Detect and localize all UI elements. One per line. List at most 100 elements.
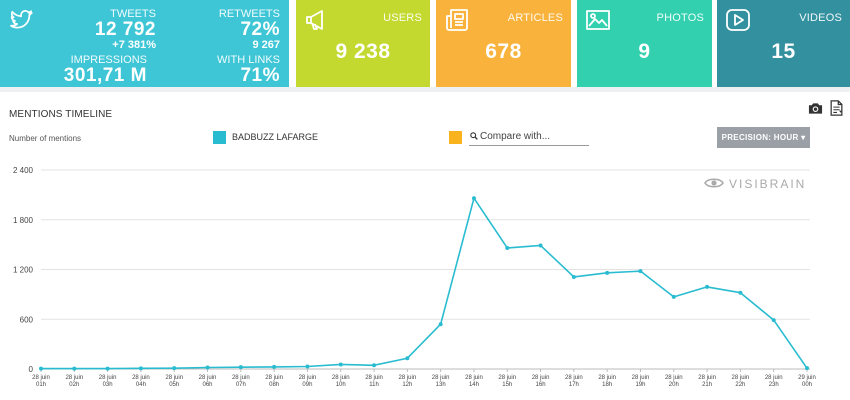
data-point — [105, 366, 110, 371]
retweets-count: 9 267 — [252, 39, 280, 51]
x-tick-label-hour: 19h — [635, 382, 645, 388]
impressions-value: 301,71 M — [63, 65, 147, 86]
y-tick-label: 1 200 — [13, 266, 34, 275]
photos-value: 9 — [638, 40, 651, 63]
x-tick-label-hour: 09h — [302, 382, 312, 388]
series-line — [41, 197, 808, 370]
x-tick-label-date: 28 juin — [165, 375, 183, 381]
x-tick-label-date: 28 juin — [232, 375, 250, 381]
section-title: MENTIONS TIMELINE — [9, 109, 113, 120]
x-tick-label-hour: 05h — [169, 382, 179, 388]
videos-value: 15 — [771, 40, 796, 63]
x-tick-label-date: 28 juin — [632, 375, 650, 381]
data-point — [72, 366, 77, 371]
x-tick-label-date: 29 juin — [798, 375, 816, 381]
links-stat: WITH LINKS 71% — [217, 54, 280, 85]
section-divider — [0, 87, 850, 92]
data-point — [471, 196, 476, 201]
newspaper-icon — [446, 9, 468, 31]
data-point — [372, 363, 377, 368]
articles-value: 678 — [485, 40, 522, 63]
eye-icon — [704, 178, 724, 188]
links-label: WITH LINKS — [217, 54, 280, 66]
x-tick-label-hour: 16h — [536, 382, 546, 388]
data-point — [738, 290, 743, 295]
x-tick-label-date: 28 juin — [765, 375, 783, 381]
data-point — [538, 243, 543, 248]
x-tick-label-date: 28 juin — [465, 375, 483, 381]
x-tick-label-hour: 14h — [469, 382, 479, 388]
tweets-value: 12 792 — [94, 19, 156, 40]
x-tick-label-hour: 12h — [402, 382, 412, 388]
x-tick-label-hour: 23h — [769, 382, 779, 388]
x-tick-label-hour: 04h — [136, 382, 146, 388]
data-point — [705, 284, 710, 289]
data-point — [138, 366, 143, 371]
x-tick-label-date: 28 juin — [65, 375, 83, 381]
videos-label: VIDEOS — [799, 12, 842, 24]
camera-icon[interactable] — [808, 100, 823, 116]
x-tick-label-hour: 03h — [103, 382, 113, 388]
x-tick-label-date: 28 juin — [32, 375, 50, 381]
x-tick-label-hour: 02h — [69, 382, 79, 388]
users-value: 9 238 — [335, 40, 391, 63]
articles-tile[interactable]: ARTICLES 678 — [436, 0, 571, 87]
x-tick-label-date: 28 juin — [698, 375, 716, 381]
x-tick-label-hour: 18h — [602, 382, 612, 388]
x-tick-label-date: 28 juin — [332, 375, 350, 381]
x-tick-label-hour: 01h — [36, 382, 46, 388]
stats-tiles: TWEETS 12 792 +7 381% RETWEETS 72% 9 267… — [0, 0, 850, 87]
x-tick-label-date: 28 juin — [532, 375, 550, 381]
data-point — [605, 270, 610, 275]
y-axis-title: Number of mentions — [9, 134, 82, 143]
data-point — [39, 366, 43, 371]
data-point — [438, 322, 443, 327]
x-tick-label-date: 28 juin — [399, 375, 417, 381]
data-point — [238, 365, 243, 370]
data-point — [405, 356, 410, 361]
x-tick-label-hour: 07h — [236, 382, 246, 388]
twitter-tile[interactable]: TWEETS 12 792 +7 381% RETWEETS 72% 9 267… — [0, 0, 289, 87]
data-point — [771, 318, 776, 323]
x-tick-label-date: 28 juin — [665, 375, 683, 381]
twitter-bird-icon — [10, 10, 33, 29]
legend-swatch[interactable] — [213, 131, 226, 144]
y-tick-label: 2 400 — [13, 166, 34, 175]
links-value: 71% — [240, 65, 280, 86]
precision-dropdown[interactable]: PRECISION: HOUR ▾ — [717, 127, 810, 148]
data-point — [571, 274, 576, 279]
compare-input[interactable] — [469, 128, 589, 146]
x-tick-label-hour: 17h — [569, 382, 579, 388]
legend-series-name[interactable]: BADBUZZ LAFARGE — [232, 132, 319, 142]
data-point — [338, 362, 343, 367]
x-tick-label-hour: 15h — [502, 382, 512, 388]
data-point — [638, 269, 643, 274]
x-tick-label-hour: 10h — [336, 382, 346, 388]
users-label: USERS — [383, 12, 422, 24]
retweets-value: 72% — [240, 19, 280, 40]
users-tile[interactable]: USERS 9 238 — [296, 0, 430, 87]
x-tick-label-hour: 08h — [269, 382, 279, 388]
tweets-label: TWEETS — [110, 8, 156, 20]
data-point — [805, 366, 809, 371]
tweets-stat: TWEETS 12 792 +7 381% — [95, 8, 156, 52]
play-icon — [726, 9, 750, 31]
photos-tile[interactable]: PHOTOS 9 — [577, 0, 712, 87]
impressions-stat: IMPRESSIONS 301,71 M — [64, 54, 147, 85]
watermark-text: VISIBRAIN — [729, 177, 807, 191]
x-tick-label-hour: 00h — [802, 382, 812, 388]
videos-tile[interactable]: VIDEOS 15 — [717, 0, 850, 87]
x-tick-label-date: 28 juin — [498, 375, 516, 381]
retweets-stat: RETWEETS 72% 9 267 — [219, 8, 280, 52]
megaphone-icon — [306, 10, 323, 30]
x-tick-label-date: 28 juin — [299, 375, 317, 381]
compare-swatch[interactable] — [449, 131, 462, 144]
data-point — [505, 245, 510, 250]
x-tick-label-hour: 21h — [702, 382, 712, 388]
impressions-label: IMPRESSIONS — [70, 54, 147, 66]
x-tick-label-date: 28 juin — [99, 375, 117, 381]
data-point — [172, 366, 177, 371]
export-document-icon[interactable] — [829, 100, 844, 116]
y-tick-label: 600 — [20, 315, 34, 324]
